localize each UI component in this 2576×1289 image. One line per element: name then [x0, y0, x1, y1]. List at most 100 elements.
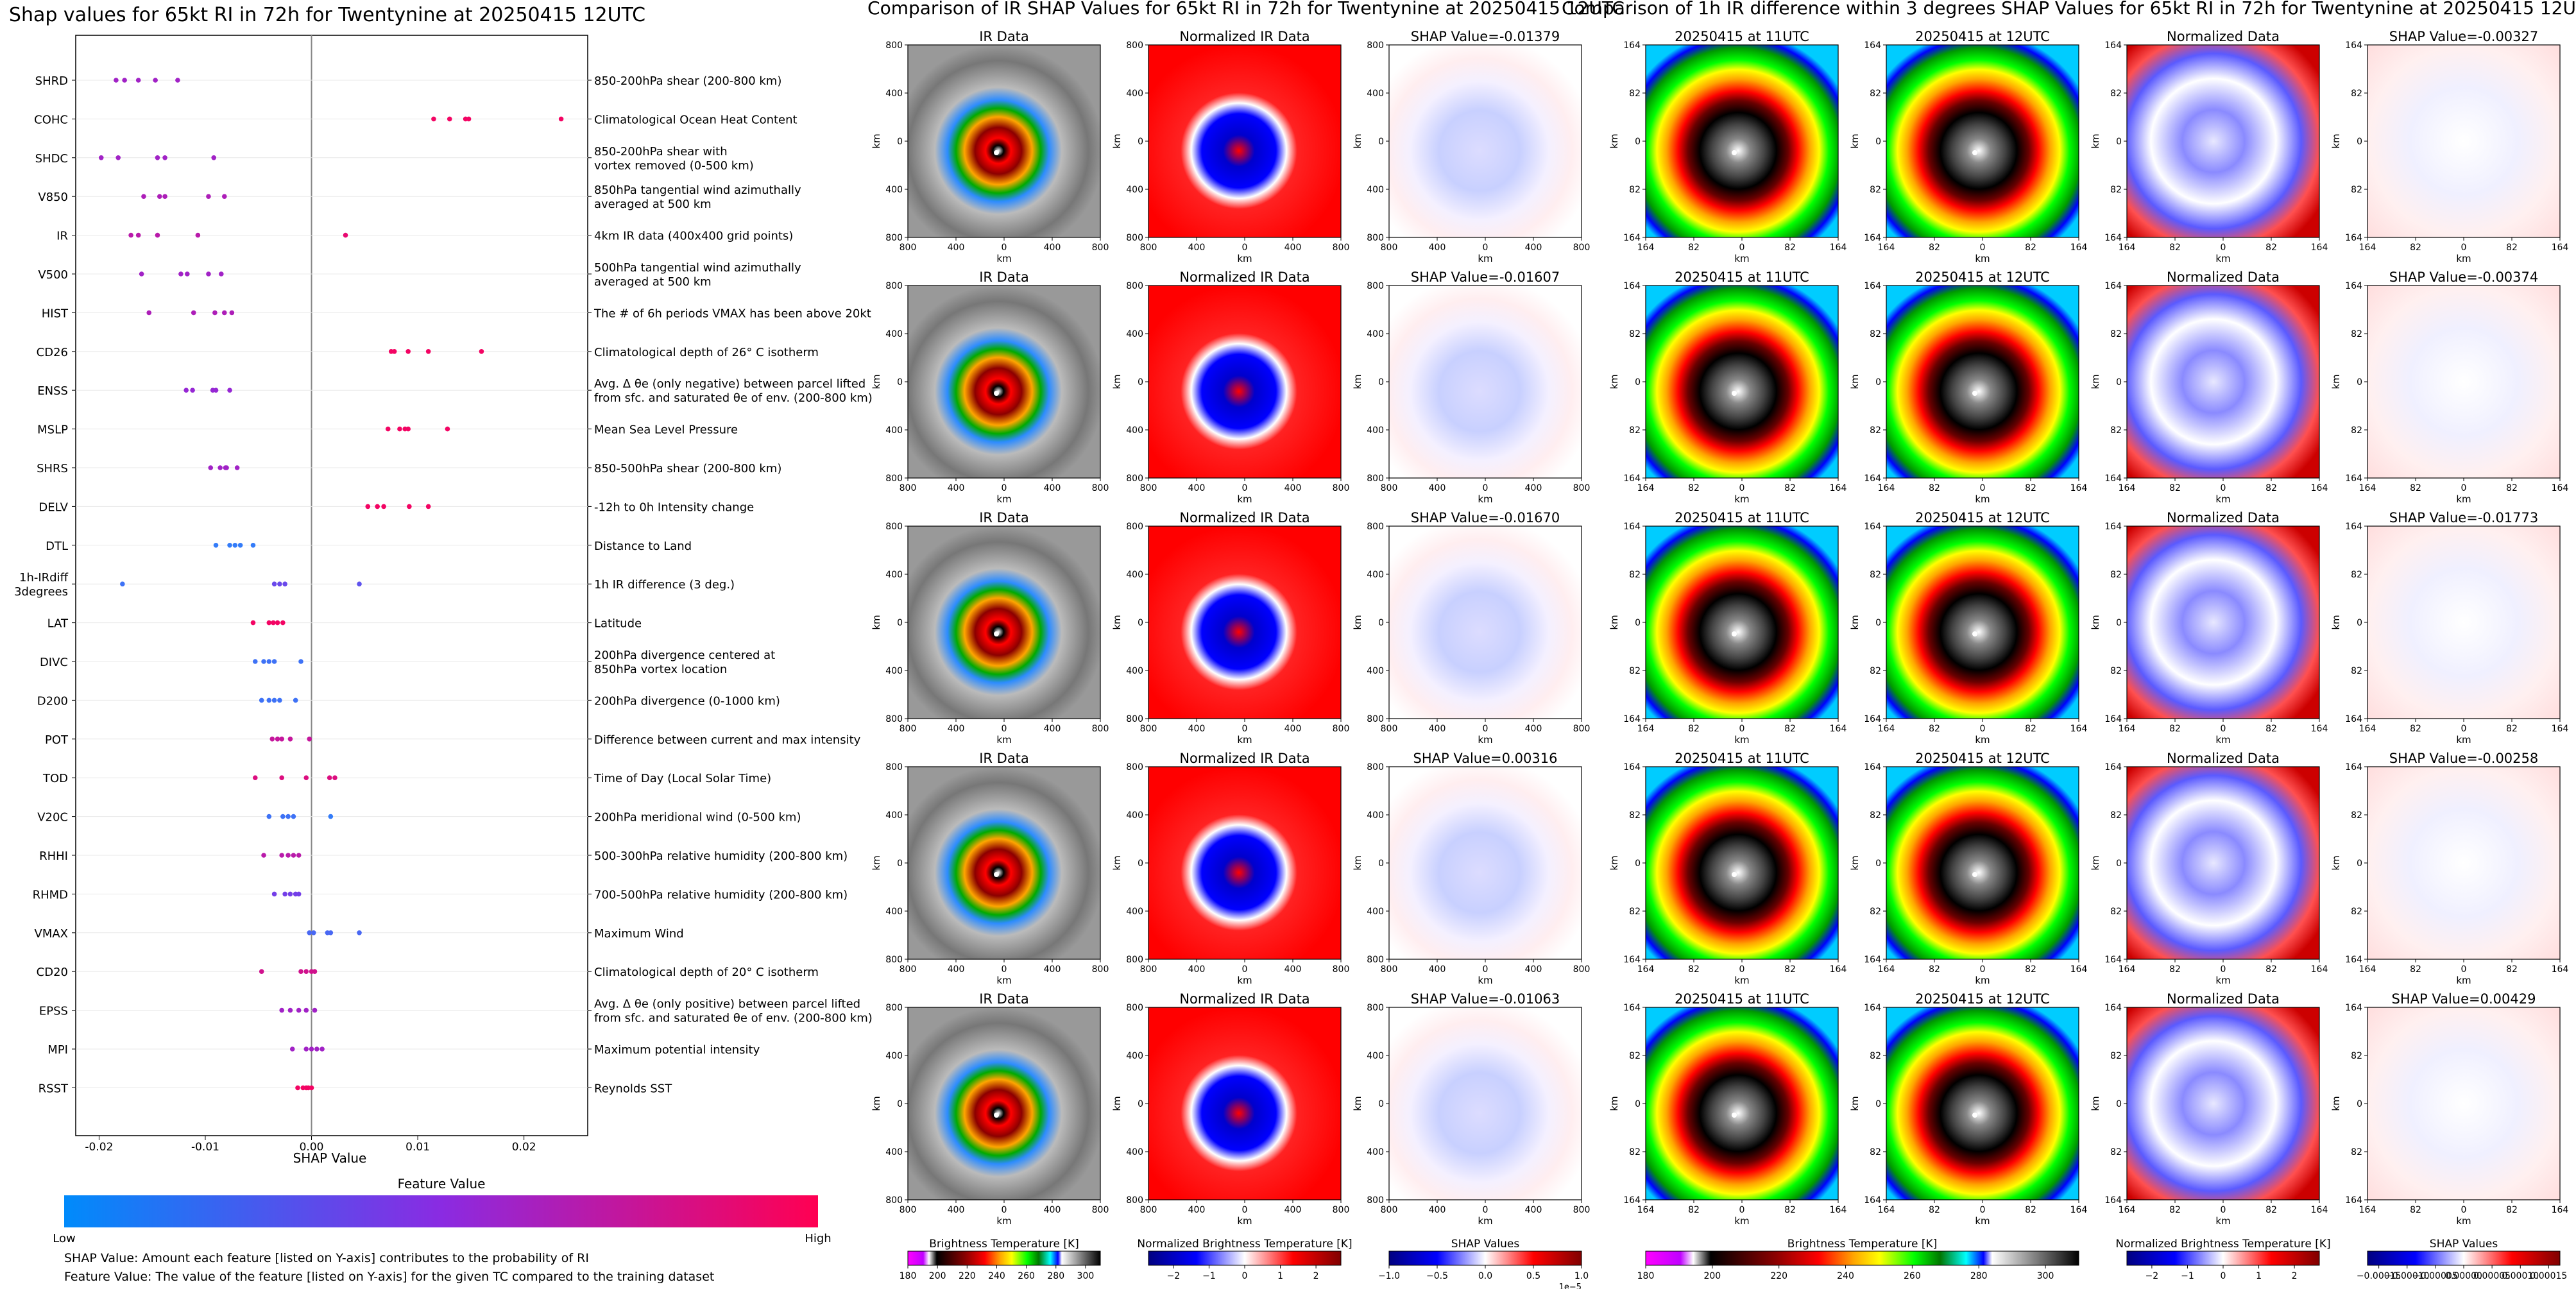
shap-point	[259, 969, 264, 974]
image-panel-x-tick-label: 0	[1002, 243, 1007, 253]
image-panel-y-tick-label: 0	[897, 377, 903, 388]
colorbar-tick-label: −0.00015	[2357, 1271, 2401, 1281]
image-panel-y-tick-label: 82	[2110, 185, 2122, 195]
shap-feature-name: TOD	[42, 772, 68, 785]
shap-point	[208, 465, 214, 470]
image-panel-y-unit: km	[871, 615, 882, 629]
shap-point	[271, 697, 277, 703]
image-panel-x-tick-label: 82	[2169, 483, 2181, 493]
image-panel-y-tick-label: 0	[1875, 1099, 1881, 1109]
image-panel-y-tick-label: 164	[1623, 281, 1641, 291]
shap-x-tick-label: 0.01	[405, 1141, 430, 1154]
shap-point	[309, 1046, 314, 1052]
image-panel-y-unit: km	[1608, 1096, 1620, 1111]
shap-point	[139, 271, 144, 277]
image-panel-x-tick-label: 82	[2265, 964, 2277, 975]
colorbar-tick-label: 2	[1313, 1271, 1319, 1281]
image-panel-y-tick-label: 400	[1126, 89, 1143, 99]
image-panel-x-tick-label: 400	[1188, 724, 1206, 734]
image-panel-x-tick-label: 82	[2025, 1205, 2036, 1215]
image-panel-field	[2127, 767, 2319, 959]
image-panel-y-tick-label: 800	[1126, 40, 1143, 51]
shap-point	[298, 969, 303, 974]
image-panel-x-tick-label: 0	[1242, 1205, 1248, 1215]
shap-point	[213, 388, 219, 393]
image-panel-y-tick-label: 82	[1629, 570, 1641, 580]
image-panel-y-tick-label: 800	[1367, 40, 1384, 51]
image-panel-x-tick-label: 800	[1573, 1205, 1591, 1215]
image-panel-x-tick-label: 800	[1333, 483, 1350, 493]
image-panel-field	[1886, 767, 2079, 959]
shap-point	[296, 891, 302, 897]
colorbar-tick-label: −1	[1202, 1271, 1216, 1281]
image-panel-x-tick-label: 164	[2070, 1205, 2088, 1215]
image-panel-y-unit: km	[1111, 1096, 1123, 1111]
image-panel-y-tick-label: 164	[1623, 955, 1641, 965]
image-panel-y-unit: km	[1111, 615, 1123, 629]
image-panel-y-tick-label: 800	[885, 522, 903, 532]
shap-point	[153, 78, 158, 83]
shap-feature-description: 500-300hPa relative humidity (200-800 km…	[594, 849, 848, 863]
image-panel-x-tick-label: 800	[1140, 243, 1157, 253]
image-panel-x-tick-label: 164	[1637, 483, 1655, 493]
image-panel-title: SHAP Value=-0.01063	[1411, 991, 1560, 1007]
colorbar-tick-label: 200	[929, 1271, 946, 1281]
shap-feature-name: RHMD	[33, 888, 68, 901]
image-panel-x-unit: km	[1975, 975, 1990, 986]
image-panel-x-tick-label: 800	[1140, 724, 1157, 734]
shap-point	[232, 543, 238, 548]
image-panel-y-unit: km	[2330, 1096, 2342, 1111]
image-panel-y-tick-label: 800	[1126, 762, 1143, 773]
image-panel-field	[1646, 1007, 1838, 1200]
colorbar-tick-label: 180	[900, 1271, 917, 1281]
image-panel-x-tick-label: 82	[1688, 483, 1700, 493]
image-panel-y-tick-label: 0	[2357, 618, 2362, 628]
image-panel-x-tick-label: 164	[1878, 243, 1895, 253]
image-panel-y-tick-label: 0	[2357, 137, 2362, 147]
image-panel-x-tick-label: 164	[1878, 724, 1895, 734]
image-panel-y-tick-label: 164	[2104, 955, 2122, 965]
image-panel-y-tick-label: 82	[1870, 907, 1881, 917]
colorbar-label: Brightness Temperature [K]	[1787, 1238, 1937, 1251]
image-panel-x-tick-label: 0	[2221, 483, 2226, 493]
image-panel-y-tick-label: 164	[1623, 233, 1641, 243]
image-panel-x-tick-label: 164	[1830, 1205, 1847, 1215]
storm-eye	[1732, 631, 1737, 636]
shap-point	[307, 737, 312, 742]
image-panel-y-tick-label: 400	[1367, 810, 1384, 821]
colorbar-tick-label: 220	[959, 1271, 976, 1281]
image-panel-y-tick-label: 82	[2110, 810, 2122, 821]
colorbar-gradient	[2126, 1251, 2320, 1266]
shap-feature-name: VMAX	[35, 927, 69, 941]
image-panel-y-tick-label: 164	[2104, 281, 2122, 291]
shap-feature-description: vortex removed (0-500 km)	[594, 159, 754, 173]
shap-point	[271, 620, 276, 626]
image-panel-y-tick-label: 164	[2104, 1003, 2122, 1013]
image-panel-y-tick-label: 164	[1864, 1195, 1881, 1206]
shap-point	[279, 853, 284, 858]
shap-point	[282, 891, 287, 897]
shap-footnote-2: Feature Value: The value of the feature …	[64, 1270, 714, 1284]
image-panel-y-tick-label: 400	[885, 1147, 903, 1157]
shap-feature-row: DELV -12h to 0h Intensity change	[38, 500, 754, 514]
shap-point	[162, 155, 167, 160]
image-panel-x-tick-label: 82	[2410, 1205, 2421, 1215]
shap-x-axis-label: SHAP Value	[293, 1150, 367, 1166]
image-panel-y-unit: km	[1849, 133, 1861, 148]
shap-feature-description: Avg. Δ θe (only negative) between parcel…	[594, 377, 866, 391]
image-panel-field	[1646, 286, 1838, 478]
image-panel-y-tick-label: 164	[1864, 955, 1881, 965]
image-panel-y-tick-label: 164	[1623, 762, 1641, 773]
shap-point	[296, 853, 302, 858]
image-panel-x-tick-label: 82	[2506, 243, 2518, 253]
image-panel-x-tick-label: 800	[1092, 1205, 1109, 1215]
image-panel-y-tick-label: 800	[885, 955, 903, 965]
image-panel-x-tick-label: 164	[1830, 724, 1847, 734]
image-panel-y-tick-label: 164	[2345, 762, 2362, 773]
image-panel-x-tick-label: 800	[1333, 1205, 1350, 1215]
colorbar-tick-label: 0.00015	[2530, 1271, 2567, 1281]
shap-point	[287, 891, 293, 897]
